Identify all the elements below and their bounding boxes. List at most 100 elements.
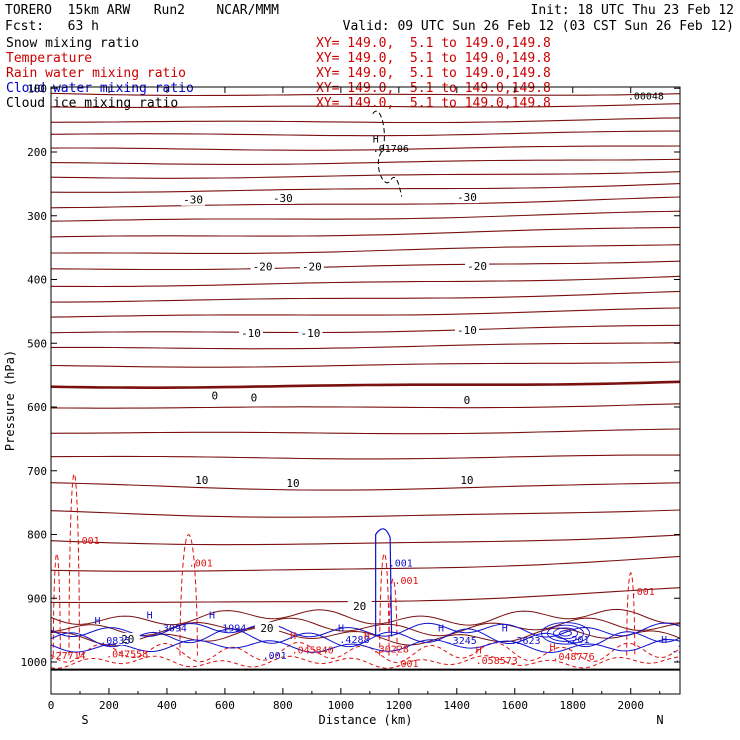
label-bg bbox=[281, 476, 306, 489]
mixing-ratio-label: H bbox=[373, 134, 379, 145]
temperature-label: 20 bbox=[260, 622, 273, 635]
isotherm-line bbox=[51, 145, 680, 151]
label-bg bbox=[115, 632, 140, 645]
legend-name-0: Snow mixing ratio bbox=[6, 36, 140, 51]
rain-contour bbox=[51, 655, 680, 669]
isotherm-line bbox=[51, 361, 680, 368]
mixing-ratio-label: H bbox=[290, 631, 296, 642]
mixing-ratio-label: .01706 bbox=[373, 144, 409, 155]
mixing-ratio-label: .001 bbox=[76, 536, 100, 547]
isotherm-line bbox=[51, 117, 680, 124]
mixing-ratio-label: H bbox=[216, 77, 222, 88]
x-axis-title: Distance (km) bbox=[319, 713, 413, 727]
x-tick-label: 1600 bbox=[502, 699, 529, 712]
label-bg bbox=[181, 193, 206, 206]
x-tick-label: 600 bbox=[215, 699, 235, 712]
label-bg bbox=[202, 389, 227, 402]
mixing-ratio-label: .00048 bbox=[628, 92, 664, 103]
legend-name-3: Cloud water mixing ratio bbox=[6, 81, 194, 96]
isotherm-line bbox=[51, 342, 680, 350]
temperature-label: 0 bbox=[464, 394, 471, 407]
isotherm-line bbox=[51, 509, 680, 518]
isotherm-line bbox=[51, 244, 680, 254]
isotherm-line bbox=[51, 290, 680, 303]
isotherm-line bbox=[51, 324, 680, 334]
header-model: TORERO 15km ARW Run2 NCAR/MMM bbox=[5, 3, 279, 18]
plot-area: -30 -30 -30 -20 -20 -20 -10 -10 -10 0 0 0 10 10 10 20 20… bbox=[51, 77, 692, 671]
label-bg bbox=[239, 326, 264, 339]
mixing-ratio-label: H bbox=[661, 635, 667, 646]
y-tick-label: 700 bbox=[27, 465, 47, 478]
cloud-water-contour bbox=[547, 624, 584, 642]
isotherm-line bbox=[51, 226, 680, 238]
label-bg bbox=[254, 622, 279, 635]
rain-contour bbox=[626, 572, 636, 656]
mixing-ratio-label: H bbox=[550, 643, 556, 654]
isotherm-line bbox=[51, 210, 680, 222]
temperature-label: 20 bbox=[353, 600, 366, 613]
mixing-ratio-label: H bbox=[438, 623, 444, 634]
label-bg bbox=[454, 474, 479, 487]
y-tick-label: 900 bbox=[27, 592, 47, 605]
mixing-ratio-label: .001 bbox=[389, 558, 413, 569]
mixing-ratio-label: .048776 bbox=[552, 652, 594, 663]
plot-frame bbox=[50, 86, 681, 695]
mixing-ratio-label: .1994 bbox=[216, 623, 246, 634]
legend-xy-3: XY= 149.0, 5.1 to 149.0,149.8 bbox=[316, 81, 551, 96]
temperature-label: -10 bbox=[457, 324, 477, 337]
mixing-ratio-label: H bbox=[364, 631, 370, 642]
temperature-label: 10 bbox=[460, 474, 473, 487]
temperature-label: -20 bbox=[302, 261, 322, 274]
x-tick-label: 0 bbox=[48, 699, 55, 712]
mixing-ratio-label: .4288 bbox=[339, 635, 369, 646]
legend-xy-2: XY= 149.0, 5.1 to 149.0,149.8 bbox=[316, 66, 551, 81]
x-tick-label: 800 bbox=[273, 699, 293, 712]
mixing-ratio-label: H bbox=[628, 77, 634, 88]
label-bg bbox=[347, 599, 372, 612]
rain-contour bbox=[388, 578, 398, 656]
rain-contour bbox=[52, 552, 61, 656]
isotherm-line bbox=[51, 428, 680, 435]
cloud-water-contour bbox=[559, 630, 572, 637]
isotherm-line bbox=[51, 482, 680, 491]
cloud-water-contour bbox=[51, 628, 680, 648]
cloud-water-contour bbox=[375, 528, 393, 637]
cloud-water-contour bbox=[541, 622, 590, 645]
temperature-label: 0 bbox=[211, 389, 218, 402]
y-tick-label: 100 bbox=[27, 82, 47, 95]
mixing-ratio-label: .045840 bbox=[292, 646, 334, 657]
isotherm-line bbox=[51, 307, 680, 318]
mixing-ratio-label: .001 bbox=[394, 576, 418, 587]
mixing-ratio-label: .11 bbox=[674, 654, 692, 665]
x-tick-label: 1400 bbox=[444, 699, 471, 712]
temperature-label: -30 bbox=[457, 191, 477, 204]
isotherm-line bbox=[51, 617, 680, 637]
x-tick-label: 400 bbox=[157, 699, 177, 712]
temperature-label: -30 bbox=[183, 194, 203, 207]
isotherm-line bbox=[51, 171, 680, 179]
isotherm-line bbox=[51, 555, 680, 572]
label-bg bbox=[299, 260, 324, 273]
mixing-ratio-label: H bbox=[147, 611, 153, 622]
legend-name-2: Rain water mixing ratio bbox=[6, 66, 187, 81]
temperature-label: 10 bbox=[195, 474, 208, 487]
label-bg bbox=[298, 326, 323, 339]
x-tick-label: 200 bbox=[99, 699, 119, 712]
mixing-ratio-label: .0835 bbox=[100, 636, 130, 647]
isotherm-line bbox=[51, 608, 680, 626]
header-fcst: Fcst: 63 h bbox=[5, 19, 99, 34]
label-bg bbox=[454, 191, 479, 204]
rain-contour bbox=[379, 552, 390, 656]
temperature-label: 20 bbox=[121, 633, 134, 646]
header-init: Init: 18 UTC Thu 23 Feb 12 bbox=[530, 3, 735, 18]
temperature-label: -10 bbox=[300, 327, 320, 340]
cloud-water-contour bbox=[553, 627, 578, 640]
label-bg bbox=[270, 191, 295, 204]
label-bg bbox=[189, 474, 214, 487]
mixing-ratio-label: .047558 bbox=[106, 650, 148, 661]
isotherm-line bbox=[51, 196, 680, 209]
legend-xy-0: XY= 149.0, 5.1 to 149.0,149.8 bbox=[316, 36, 551, 51]
isotherm-line bbox=[51, 260, 680, 271]
end-label-north: N bbox=[656, 713, 663, 727]
label-bg bbox=[250, 260, 275, 273]
